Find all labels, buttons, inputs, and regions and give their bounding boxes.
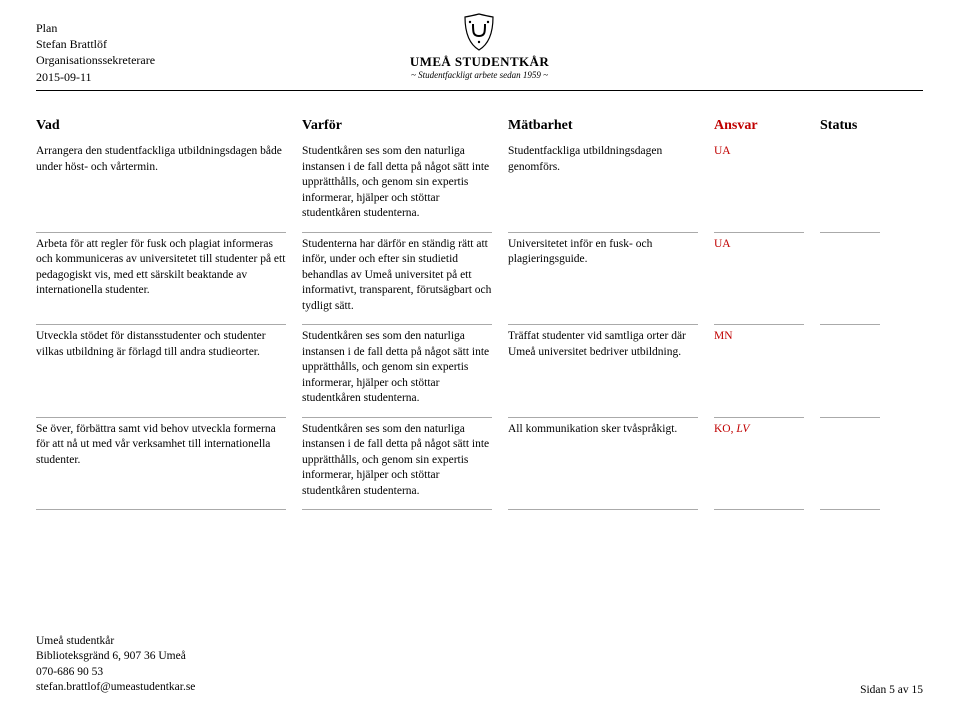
shield-logo-icon [459,12,499,52]
footer-address: Biblioteksgränd 6, 907 36 Umeå [36,649,195,665]
table-cell [820,325,880,418]
table-cell [820,418,880,511]
table-cell: Se över, förbättra samt vid behov utveck… [36,418,286,511]
table-cell: Utveckla stödet för distansstudenter och… [36,325,286,418]
header-rule [36,90,923,91]
footer-page-number: Sidan 5 av 15 [860,684,923,696]
table-cell-ansvar: MN [714,325,804,418]
table-cell: Träffat studenter vid samtliga orter där… [508,325,698,418]
logo-subtitle: ~ Studentfackligt arbete sedan 1959 ~ [410,70,549,80]
footer-org: Umeå studentkår [36,634,195,650]
col-header-matbarhet: Mätbarhet [508,118,698,140]
ansvar-ko: KO, [714,423,734,435]
table-cell: Universitetet inför en fusk- och plagier… [508,233,698,326]
footer-email: stefan.brattlof@umeastudentkar.se [36,680,195,696]
table-cell-ansvar: UA [714,140,804,233]
table-cell: Studentfackliga utbildningsdagen genomfö… [508,140,698,233]
table-cell: Arrangera den studentfackliga utbildning… [36,140,286,233]
logo-block: UMEÅ STUDENTKÅR ~ Studentfackligt arbete… [0,12,959,82]
table-cell: All kommunikation sker tvåspråkigt. [508,418,698,511]
footer-phone: 070-686 90 53 [36,665,195,681]
table-cell: Studentkåren ses som den naturliga insta… [302,325,492,418]
col-header-vad: Vad [36,118,286,140]
table-cell [820,233,880,326]
plan-table: Vad Varför Mätbarhet Ansvar Status Arran… [36,118,923,510]
logo-title: UMEÅ STUDENTKÅR [410,54,549,70]
col-header-status: Status [820,118,880,140]
table-cell-ansvar: UA [714,233,804,326]
table-cell-ansvar: KO, LV [714,418,804,511]
table-cell: Studentkåren ses som den naturliga insta… [302,140,492,233]
table-cell: Arbeta för att regler för fusk och plagi… [36,233,286,326]
page: Plan Stefan Brattlöf Organisationssekret… [0,0,959,714]
col-header-ansvar: Ansvar [714,118,804,140]
table-cell: Studenterna har därför en ständig rätt a… [302,233,492,326]
footer-contact: Umeå studentkår Biblioteksgränd 6, 907 3… [36,634,195,696]
ansvar-lv: LV [736,423,749,435]
table-cell: Studentkåren ses som den naturliga insta… [302,418,492,511]
col-header-varfor: Varför [302,118,492,140]
table-cell [820,140,880,233]
